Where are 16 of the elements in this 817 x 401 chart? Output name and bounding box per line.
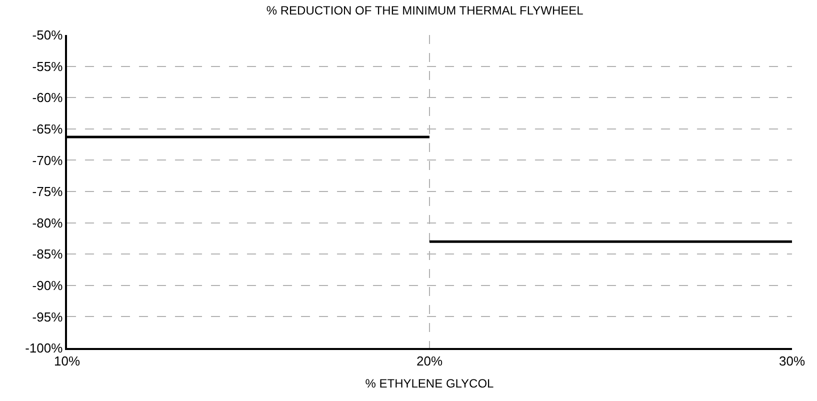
y-tick-label: -85% [32,246,64,262]
x-tick-label: 10% [54,353,80,368]
y-tick-label: -55% [32,58,64,74]
y-tick-label: -80% [32,215,64,230]
chart-title: % REDUCTION OF THE MINIMUM THERMAL FLYWHEEL [266,3,584,18]
y-tick-label: -50% [32,28,64,43]
y-tick-label: -75% [32,184,64,200]
y-tick-label: -90% [32,278,64,293]
x-tick-label: 20% [416,353,443,368]
y-tick-label: -95% [32,309,64,324]
y-tick-label: -100% [25,340,64,356]
x-axis-title: % ETHYLENE GLYCOL [365,376,494,391]
y-tick-label: -65% [32,121,64,136]
x-tick-label: 30% [778,353,806,368]
y-tick-label: -70% [32,152,64,168]
y-tick-label: -60% [32,90,64,106]
